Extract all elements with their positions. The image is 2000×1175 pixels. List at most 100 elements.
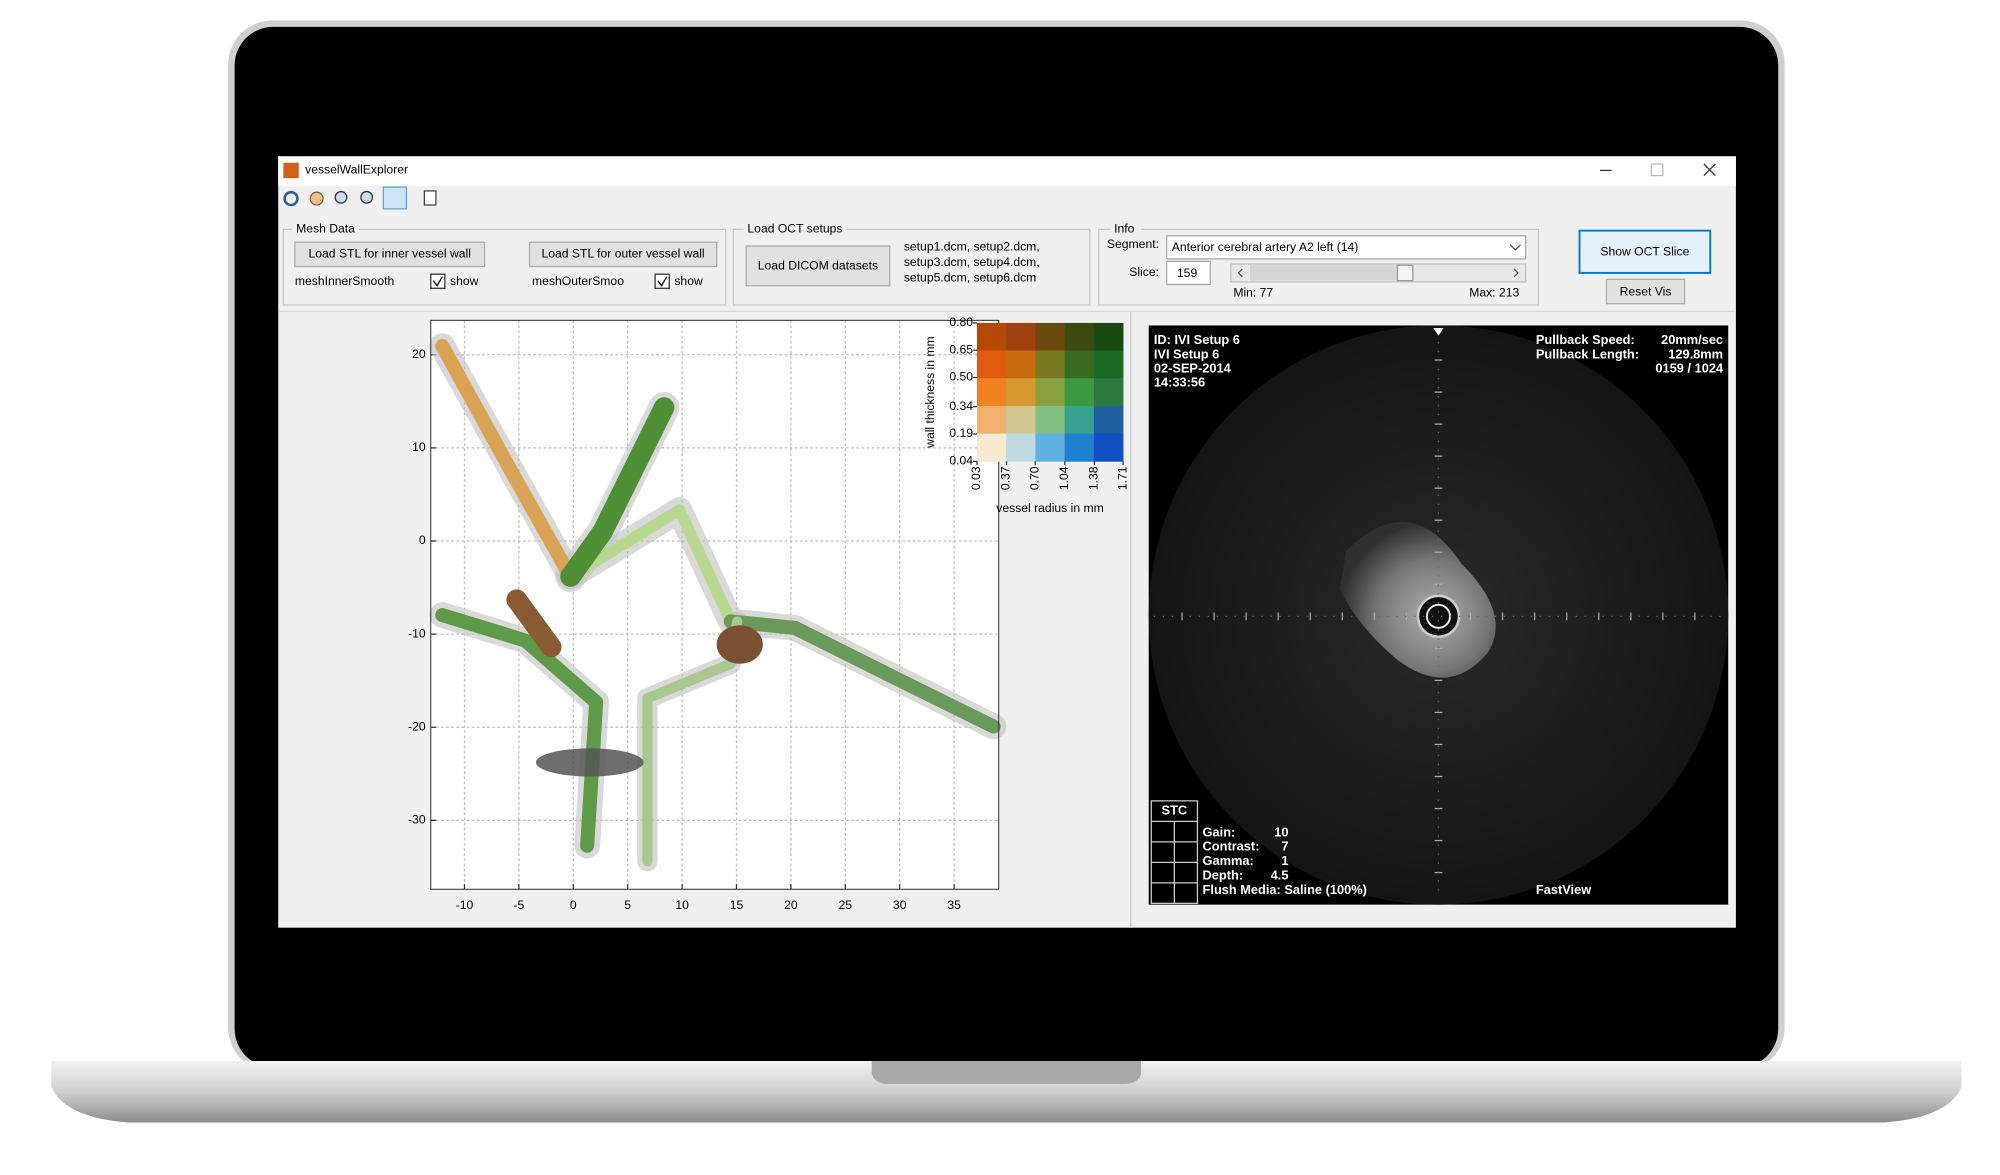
colorbar-x-tick-label: 1.71 bbox=[1115, 466, 1129, 490]
button[interactable] bbox=[745, 245, 891, 287]
colorbar-cell bbox=[1093, 378, 1124, 407]
close[interactable] bbox=[1703, 163, 1716, 176]
colorbar-cell bbox=[976, 322, 1007, 351]
colorbar-x-tick-label: 0.03 bbox=[969, 466, 983, 490]
colorbar-cell bbox=[1093, 433, 1124, 462]
button[interactable] bbox=[1578, 229, 1712, 274]
inner-wall bbox=[435, 338, 578, 584]
colorbar-cell bbox=[1064, 405, 1095, 434]
colorbar-cell bbox=[1035, 350, 1065, 379]
marker bbox=[1433, 328, 1444, 336]
laptop-base bbox=[51, 1060, 1962, 1123]
colorbar-cell bbox=[1035, 378, 1065, 407]
mesh-data-group bbox=[282, 228, 727, 306]
button[interactable] bbox=[294, 241, 486, 268]
zoom-out-tool[interactable] bbox=[360, 190, 374, 204]
laptop-notch bbox=[871, 1060, 1142, 1085]
dropdown-arrow bbox=[1509, 244, 1521, 251]
x-tick-label: 10 bbox=[675, 898, 689, 912]
checkbox-label: show bbox=[674, 274, 703, 288]
segment-dropdown[interactable] bbox=[1166, 235, 1527, 260]
file-list-line: setup1.dcm, setup2.dcm, bbox=[904, 240, 1040, 254]
button[interactable] bbox=[1605, 278, 1686, 305]
oct-info: 129.8mm bbox=[1668, 346, 1723, 361]
x-tick-label: 25 bbox=[839, 898, 853, 912]
slider-min: Min: 77 bbox=[1233, 286, 1273, 300]
label: Slice: bbox=[1129, 265, 1159, 279]
rotate-tool[interactable] bbox=[283, 190, 299, 207]
colorbar-cell bbox=[1064, 378, 1095, 407]
pan-tool[interactable] bbox=[309, 191, 324, 206]
colorbar-x-tick-label: 1.38 bbox=[1087, 466, 1101, 490]
data-cursor-tool[interactable] bbox=[382, 186, 408, 210]
oct-info: Flush Media: Saline (100%) bbox=[1203, 882, 1367, 897]
app-icon bbox=[283, 162, 299, 179]
inner-wall bbox=[564, 504, 737, 628]
oct-info: ID: IVI Setup 6 bbox=[1154, 332, 1240, 347]
colorbar-cell bbox=[1006, 433, 1036, 462]
colorbar-y-tick-label: 0.34 bbox=[949, 399, 973, 413]
stc-grid bbox=[1151, 820, 1198, 904]
slider-fill bbox=[1250, 265, 1411, 281]
y-tick-label: -30 bbox=[408, 813, 426, 827]
colorbar-x-label: vessel radius in mm bbox=[996, 501, 1103, 515]
input-value: 159 bbox=[1177, 266, 1198, 280]
colorbar-y-tick-label: 0.50 bbox=[949, 370, 973, 384]
x-tick-label: 15 bbox=[730, 898, 744, 912]
oct-info: 02-SEP-2014 bbox=[1154, 360, 1232, 375]
group-title: Load OCT setups bbox=[747, 222, 842, 236]
colorbar-cell bbox=[1064, 322, 1095, 351]
colorbar-cell bbox=[1064, 350, 1095, 379]
vessel-mesh bbox=[429, 333, 1007, 872]
setting-label: Contrast: bbox=[1203, 839, 1260, 854]
info-group bbox=[1098, 228, 1540, 306]
slice-input[interactable] bbox=[1166, 260, 1211, 286]
group-label-bg bbox=[743, 222, 847, 236]
colorbar-cell bbox=[976, 433, 1007, 462]
window-controls[interactable] bbox=[1600, 163, 1716, 177]
slider-thumb[interactable] bbox=[1396, 264, 1414, 282]
setting-value: 1 bbox=[1281, 853, 1288, 868]
x-tick-label: 30 bbox=[893, 898, 907, 912]
colorbar-y-tick-label: 0.65 bbox=[949, 342, 973, 356]
setting-value: 10 bbox=[1274, 824, 1288, 839]
button-label: Load STL for inner vessel wall bbox=[309, 247, 471, 261]
button-label: Load DICOM datasets bbox=[758, 259, 878, 273]
x-tick-label: 20 bbox=[784, 898, 798, 912]
label: Segment: bbox=[1107, 237, 1159, 251]
colorbar-y-label: wall thickness in mm bbox=[923, 336, 937, 448]
zoom-in-tool[interactable] bbox=[334, 190, 348, 204]
y-tick-label: -20 bbox=[408, 719, 426, 733]
group-label-bg bbox=[292, 222, 359, 236]
slice-slider[interactable] bbox=[1230, 263, 1527, 283]
colorbar-cell bbox=[1035, 322, 1065, 351]
stc-label: STC bbox=[1162, 802, 1188, 817]
oct-info: IVI Setup 6 bbox=[1154, 346, 1219, 361]
button[interactable] bbox=[528, 241, 718, 268]
x-tick-label: 5 bbox=[624, 898, 631, 912]
checkbox[interactable] bbox=[430, 273, 446, 289]
y-tick-label: 10 bbox=[412, 440, 426, 454]
button-label: Load STL for outer vessel wall bbox=[542, 247, 705, 261]
oct-info: Pullback Length: bbox=[1536, 346, 1639, 361]
checkbox-label: show bbox=[450, 274, 479, 288]
colorbar-y-tick-label: 0.80 bbox=[949, 315, 973, 329]
colorbar-tool[interactable] bbox=[423, 190, 437, 206]
maximize[interactable] bbox=[1650, 163, 1664, 177]
slice-plane bbox=[535, 748, 644, 777]
colorbar-cell bbox=[1006, 350, 1036, 379]
oct-info: 20mm/sec bbox=[1661, 332, 1723, 347]
setting-label: Gain: bbox=[1203, 824, 1236, 839]
colorbar-cell bbox=[976, 378, 1007, 407]
y-tick-label: 0 bbox=[419, 533, 426, 547]
title-bar bbox=[278, 156, 1736, 186]
setting-value: 7 bbox=[1281, 839, 1288, 854]
label: meshOuterSmoo bbox=[532, 274, 624, 288]
colorbar-cell bbox=[1006, 378, 1036, 407]
colorbar-cell bbox=[1035, 433, 1065, 462]
colorbar-cell bbox=[976, 405, 1007, 434]
colorbar-x-tick-label: 1.04 bbox=[1057, 466, 1071, 490]
checkbox[interactable] bbox=[654, 273, 670, 289]
y-tick-label: 20 bbox=[412, 347, 426, 361]
